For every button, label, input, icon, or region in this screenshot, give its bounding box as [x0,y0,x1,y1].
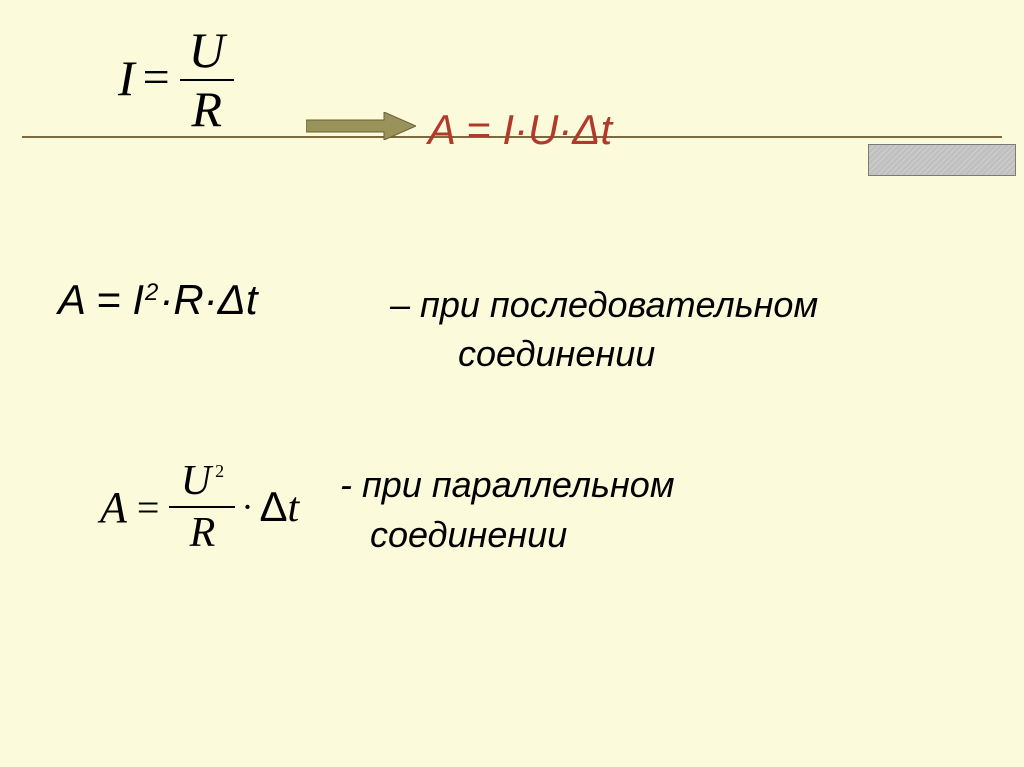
par-numerator: U 2 [181,460,224,502]
ohm-lhs: I [118,49,137,107]
series-exponent: 2 [145,279,158,307]
par-denominator: R [190,512,216,554]
placeholder-hatch [869,145,1015,175]
par-eq: = [137,484,160,531]
series-label: – при последовательном соединении [390,281,818,378]
par-num-exp: 2 [215,462,224,480]
par-delta: Δ [259,483,287,530]
par-fraction-bar [169,506,235,508]
par-label-line2: соединении [370,510,567,560]
formula-ohms-law: I = U R [118,22,234,133]
formula-work-general: A = I·U·Δt [428,106,612,154]
series-label-line1: – при последовательном [390,284,818,325]
ohm-numerator: U [189,24,225,77]
par-delta-t: Δt [259,483,299,532]
par-label-line1: - при параллельном [340,464,675,505]
formula-parallel: A = U 2 R · Δt [100,460,299,554]
par-t: t [288,485,300,531]
ohm-fraction: U R [180,24,234,135]
series-prefix: A = I [58,276,144,324]
formula-series: A = I 2 ·R·Δt [58,276,258,324]
arrow-icon [306,112,416,140]
par-dot: · [241,486,253,528]
par-fraction: U 2 R [169,460,235,554]
parallel-label: - при параллельном соединении [340,460,675,561]
slide-content: I = U R A = I·U·Δt A = I 2 ·R·Δt – при п… [0,0,1024,767]
series-label-line2: соединении [458,330,655,379]
arrow-shape [306,112,416,140]
series-suffix: ·R·Δt [159,276,257,324]
ohm-eq: = [143,50,170,105]
ohm-denominator: R [191,83,222,136]
placeholder-box [868,144,1016,176]
par-num-base: U [181,460,211,502]
par-lhs: A [100,482,127,533]
